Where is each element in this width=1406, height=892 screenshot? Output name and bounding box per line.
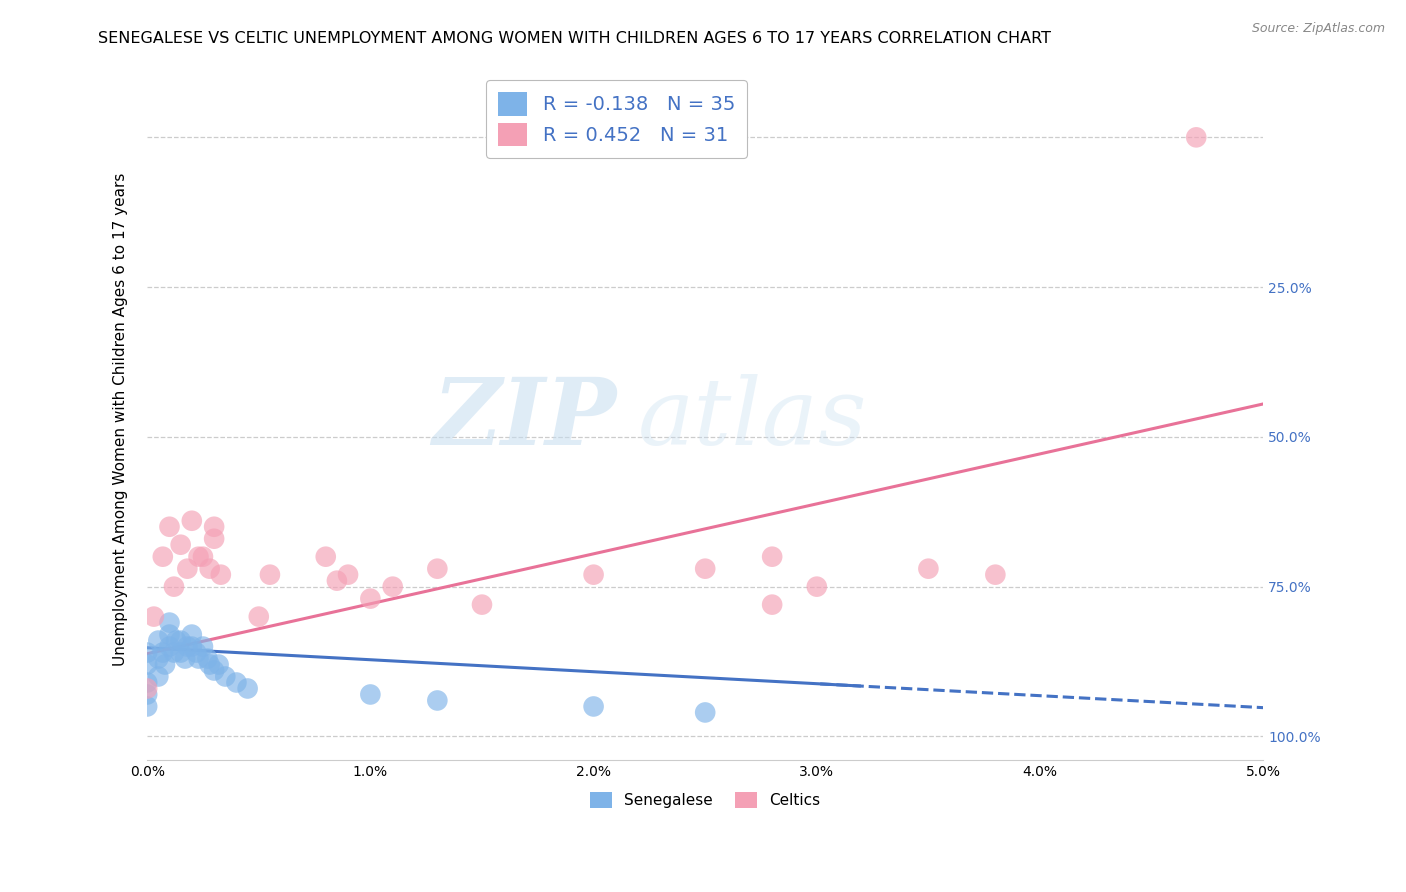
Point: [917, 562, 939, 576]
Point: [984, 567, 1007, 582]
Point: [191, 549, 214, 564]
Legend: Senegalese, Celtics: Senegalese, Celtics: [583, 786, 827, 814]
Point: [148, 651, 170, 665]
Point: [359, 591, 381, 606]
Point: [159, 627, 181, 641]
Point: [761, 549, 783, 564]
Text: ZIP: ZIP: [432, 374, 616, 464]
Point: [159, 640, 181, 654]
Point: [136, 646, 159, 660]
Point: [163, 580, 186, 594]
Point: [214, 669, 236, 683]
Point: [187, 651, 209, 665]
Point: [174, 651, 197, 665]
Point: [359, 688, 381, 702]
Point: [142, 609, 165, 624]
Point: [180, 627, 202, 641]
Point: [207, 657, 229, 672]
Point: [1185, 130, 1208, 145]
Point: [136, 681, 159, 696]
Point: [197, 651, 219, 665]
Point: [209, 567, 232, 582]
Point: [695, 706, 717, 720]
Point: [180, 640, 202, 654]
Point: [247, 609, 270, 624]
Point: [198, 562, 221, 576]
Point: [136, 699, 159, 714]
Point: [806, 580, 828, 594]
Text: SENEGALESE VS CELTIC UNEMPLOYMENT AMONG WOMEN WITH CHILDREN AGES 6 TO 17 YEARS C: SENEGALESE VS CELTIC UNEMPLOYMENT AMONG …: [98, 31, 1052, 46]
Point: [159, 615, 181, 630]
Point: [148, 633, 170, 648]
Point: [136, 657, 159, 672]
Point: [426, 562, 449, 576]
Point: [152, 646, 174, 660]
Point: [165, 633, 187, 648]
Point: [426, 693, 449, 707]
Y-axis label: Unemployment Among Women with Children Ages 6 to 17 years: Unemployment Among Women with Children A…: [114, 172, 128, 665]
Point: [582, 699, 605, 714]
Point: [582, 567, 605, 582]
Point: [198, 657, 221, 672]
Point: [761, 598, 783, 612]
Point: [225, 675, 247, 690]
Point: [236, 681, 259, 696]
Point: [186, 646, 208, 660]
Point: [695, 562, 717, 576]
Point: [187, 549, 209, 564]
Point: [202, 520, 225, 534]
Point: [153, 657, 176, 672]
Point: [326, 574, 349, 588]
Point: [169, 538, 191, 552]
Point: [169, 633, 191, 648]
Text: atlas: atlas: [638, 374, 868, 464]
Point: [148, 669, 170, 683]
Point: [136, 675, 159, 690]
Point: [191, 640, 214, 654]
Point: [180, 514, 202, 528]
Point: [136, 688, 159, 702]
Point: [202, 532, 225, 546]
Point: [381, 580, 404, 594]
Point: [471, 598, 494, 612]
Point: [202, 664, 225, 678]
Point: [259, 567, 281, 582]
Point: [176, 562, 198, 576]
Point: [152, 549, 174, 564]
Point: [169, 646, 191, 660]
Point: [315, 549, 337, 564]
Point: [163, 646, 186, 660]
Point: [337, 567, 360, 582]
Point: [159, 520, 181, 534]
Point: [176, 640, 198, 654]
Text: Source: ZipAtlas.com: Source: ZipAtlas.com: [1251, 22, 1385, 36]
